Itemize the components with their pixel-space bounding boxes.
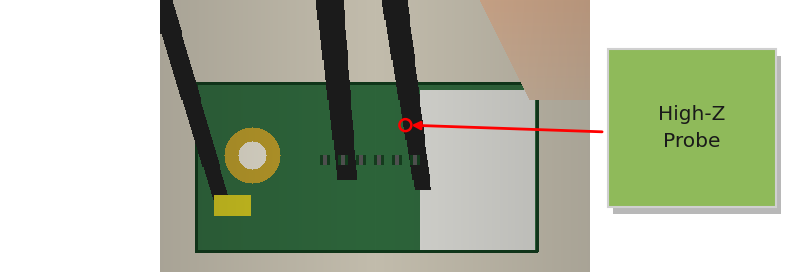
Text: High-Z
Probe: High-Z Probe: [658, 105, 725, 151]
FancyBboxPatch shape: [608, 49, 776, 207]
FancyBboxPatch shape: [613, 56, 780, 214]
